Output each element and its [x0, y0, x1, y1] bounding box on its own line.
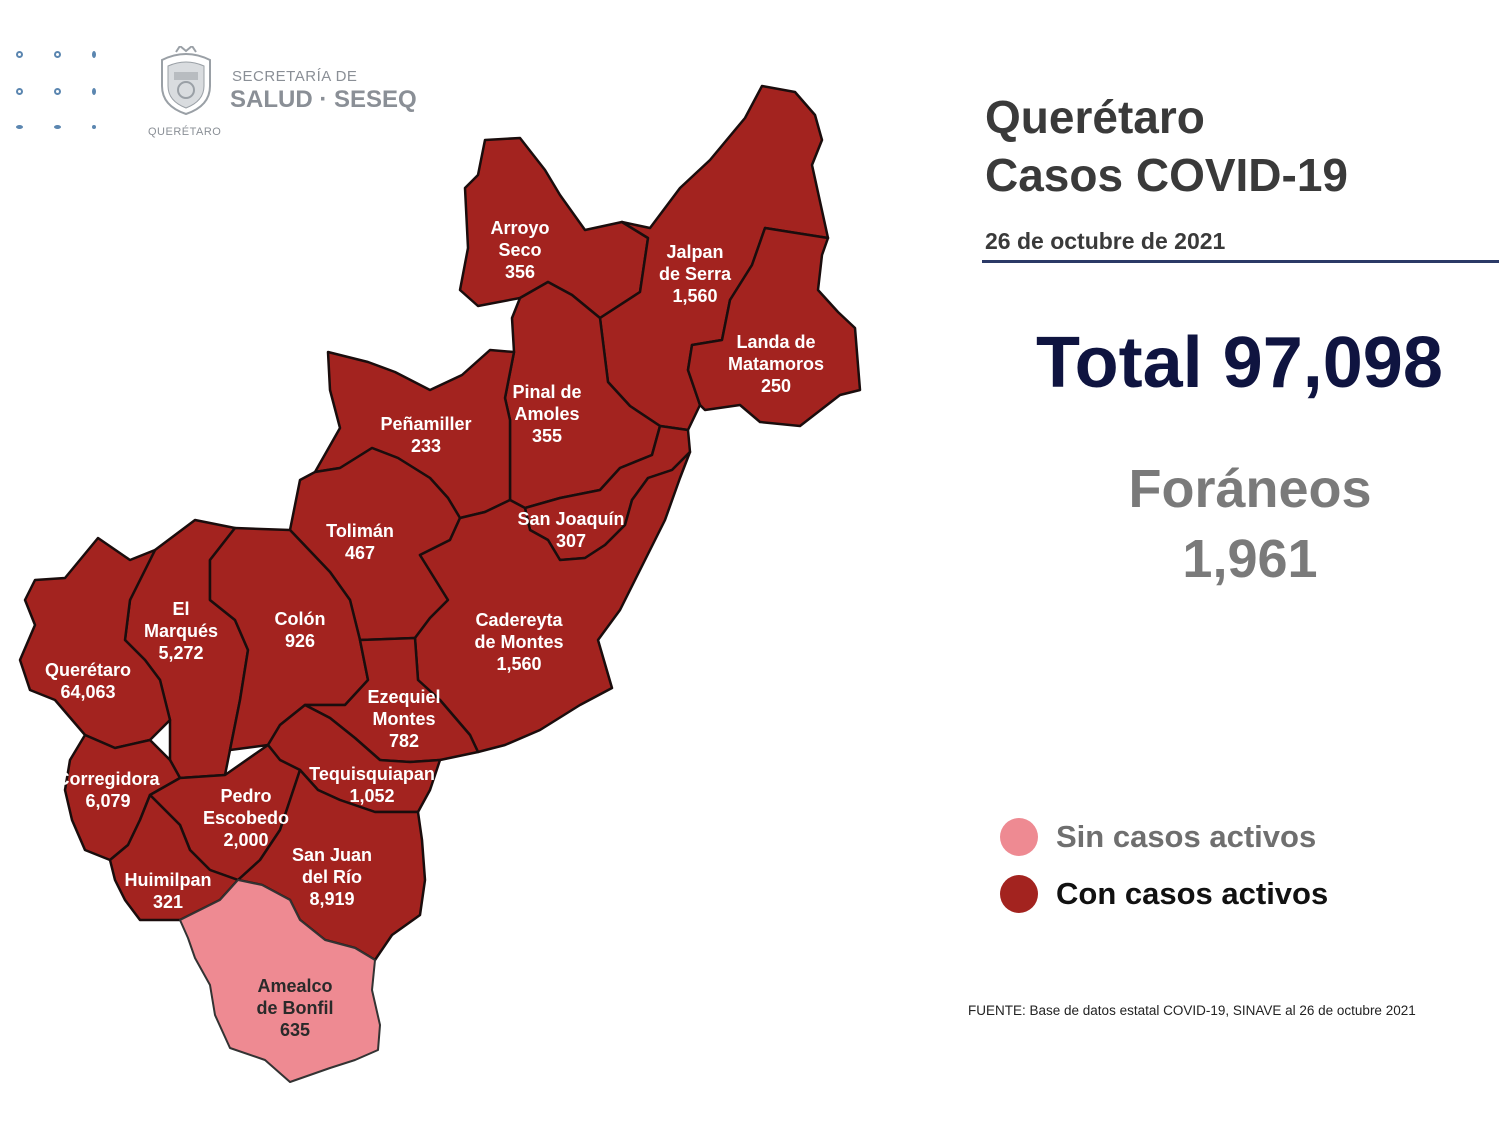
label-colon: Colón 926 — [275, 609, 326, 651]
label-penamiller-line-0: Peñamiller — [380, 414, 471, 434]
label-queretaro-line-1: 64,063 — [60, 682, 115, 702]
label-pedro-escobedo-line-2: 2,000 — [223, 830, 268, 850]
label-toliman: Tolimán 467 — [326, 521, 394, 563]
title-line-1: Querétaro — [985, 91, 1205, 143]
dot-icon — [54, 125, 61, 129]
label-toliman-line-1: 467 — [345, 543, 375, 563]
logo-seseq-text: SALUD · SESEQ — [230, 86, 417, 113]
municipality-landa-de-matamoros — [686, 226, 862, 428]
legend-swatch-light-icon — [1000, 818, 1038, 856]
label-san-juan-del-rio-line-0: San Juan — [292, 845, 372, 865]
label-pinal-de-amoles-line-1: Amoles — [514, 404, 579, 424]
dot-icon — [92, 51, 96, 58]
legend-label-sin-casos: Sin casos activos — [1056, 819, 1317, 854]
label-penamiller: Peñamiller 233 — [380, 414, 471, 456]
label-huimilpan: Huimilpan 321 — [124, 870, 211, 912]
label-arroyo-seco-line-2: 356 — [505, 262, 535, 282]
label-landa-de-matamoros-line-0: Landa de — [736, 332, 815, 352]
title-line-2: Casos COVID-19 — [985, 149, 1349, 201]
label-cadereyta-de-montes-line-1: de Montes — [474, 632, 563, 652]
foraneos-label: Foráneos — [1128, 459, 1372, 519]
legend-item-sin-casos: Sin casos activos — [1000, 817, 1316, 857]
legend-item-con-casos: Con casos activos — [1000, 874, 1328, 914]
label-jalpan-de-serra-line-1: de Serra — [659, 264, 732, 284]
logo-caption: QUERÉTARO — [148, 126, 222, 138]
dot-icon — [54, 51, 61, 58]
logo-secretaria-text: SECRETARÍA DE — [232, 68, 358, 85]
label-queretaro-line-0: Querétaro — [45, 660, 131, 680]
label-pinal-de-amoles-line-0: Pinal de — [512, 382, 581, 402]
label-penamiller-line-1: 233 — [411, 436, 441, 456]
legend-swatch-dark-icon — [1000, 875, 1038, 913]
dot-icon — [16, 88, 23, 95]
label-pedro-escobedo-line-0: Pedro — [220, 786, 271, 806]
label-landa-de-matamoros-line-2: 250 — [761, 376, 791, 396]
municipality-huimilpan — [108, 793, 240, 922]
label-san-joaquin: San Joaquín 307 — [517, 509, 624, 551]
label-pinal-de-amoles-line-2: 355 — [532, 426, 562, 446]
decorative-dot-grid — [14, 46, 104, 136]
source-note: FUENTE: Base de datos estatal COVID-19, … — [968, 1003, 1416, 1018]
divider — [982, 260, 1499, 263]
label-huimilpan-line-1: 321 — [153, 892, 183, 912]
label-tequisquiapan-line-0: Tequisquiapan — [309, 764, 435, 784]
municipality-queretaro — [18, 536, 172, 750]
label-ezequiel-montes-line-2: 782 — [389, 731, 419, 751]
label-ezequiel-montes: Ezequiel Montes 782 — [367, 687, 440, 751]
label-san-joaquin-line-1: 307 — [556, 531, 586, 551]
label-queretaro: Querétaro 64,063 — [45, 660, 131, 702]
label-cadereyta-de-montes-line-2: 1,560 — [496, 654, 541, 674]
label-amealco-de-bonfil-line-2: 635 — [280, 1020, 310, 1040]
label-cadereyta-de-montes: Cadereyta de Montes 1,560 — [474, 610, 563, 674]
dot-icon — [54, 88, 61, 95]
label-pedro-escobedo-line-1: Escobedo — [203, 808, 289, 828]
label-el-marques-line-1: Marqués — [144, 621, 218, 641]
label-tequisquiapan-line-1: 1,052 — [349, 786, 394, 806]
label-amealco-de-bonfil-line-0: Amealco — [257, 976, 332, 996]
label-arroyo-seco-line-0: Arroyo — [490, 218, 549, 238]
label-pinal-de-amoles: Pinal de Amoles 355 — [512, 382, 581, 446]
label-jalpan-de-serra-line-2: 1,560 — [672, 286, 717, 306]
label-landa-de-matamoros: Landa de Matamoros 250 — [728, 332, 824, 396]
label-pedro-escobedo: Pedro Escobedo 2,000 — [203, 786, 289, 850]
label-huimilpan-line-0: Huimilpan — [124, 870, 211, 890]
label-san-joaquin-line-0: San Joaquín — [517, 509, 624, 529]
report-date: 26 de octubre de 2021 — [985, 228, 1226, 254]
label-ezequiel-montes-line-0: Ezequiel — [367, 687, 440, 707]
municipality-amealco-de-bonfil — [179, 879, 381, 1083]
label-arroyo-seco-line-1: Seco — [498, 240, 541, 260]
label-san-juan-del-rio-line-1: del Río — [302, 867, 362, 887]
label-san-juan-del-rio-line-2: 8,919 — [309, 889, 354, 909]
label-colon-line-1: 926 — [285, 631, 315, 651]
label-el-marques-line-2: 5,272 — [158, 643, 203, 663]
label-el-marques: El Marqués 5,272 — [144, 599, 218, 663]
label-jalpan-de-serra: Jalpan de Serra 1,560 — [659, 242, 732, 306]
legend-label-con-casos: Con casos activos — [1056, 876, 1329, 911]
label-colon-line-0: Colón — [275, 609, 326, 629]
label-amealco-de-bonfil-line-1: de Bonfil — [257, 998, 334, 1018]
dot-icon — [92, 125, 96, 129]
page-title: Querétaro Casos COVID-19 — [985, 88, 1348, 204]
label-corregidora-line-0: Corregidora — [56, 769, 160, 789]
label-san-juan-del-rio: San Juan del Río 8,919 — [292, 845, 372, 909]
label-arroyo-seco: Arroyo Seco 356 — [490, 218, 549, 282]
label-tequisquiapan: Tequisquiapan 1,052 — [309, 764, 435, 806]
dot-icon — [16, 51, 23, 58]
dot-icon — [92, 88, 96, 95]
label-ezequiel-montes-line-1: Montes — [373, 709, 436, 729]
label-corregidora-line-1: 6,079 — [85, 791, 130, 811]
dot-icon — [16, 125, 23, 129]
total-cases: Total 97,098 — [1036, 323, 1443, 403]
state-emblem-icon — [161, 46, 211, 116]
foraneos-value: 1,961 — [1182, 529, 1318, 589]
label-jalpan-de-serra-line-0: Jalpan — [666, 242, 723, 262]
label-amealco-de-bonfil: Amealco de Bonfil 635 — [257, 976, 334, 1040]
label-el-marques-line-0: El — [172, 599, 189, 619]
label-cadereyta-de-montes-line-0: Cadereyta — [475, 610, 563, 630]
label-landa-de-matamoros-line-1: Matamoros — [728, 354, 824, 374]
label-toliman-line-0: Tolimán — [326, 521, 394, 541]
label-corregidora: Corregidora 6,079 — [56, 769, 160, 811]
